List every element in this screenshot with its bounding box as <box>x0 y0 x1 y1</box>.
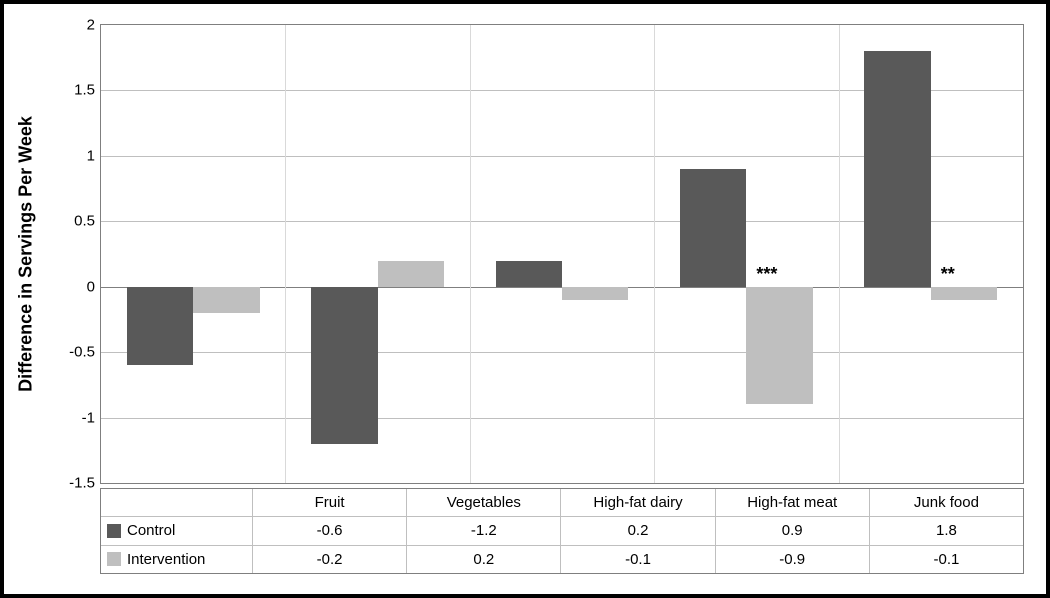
data-table: FruitVegetablesHigh-fat dairyHigh-fat me… <box>100 488 1024 574</box>
chart-inner: Difference in Servings Per Week -1.5 -1 -0… <box>18 16 1032 584</box>
bar-control-1 <box>311 287 377 444</box>
legend-cell-empty <box>101 489 252 516</box>
table-row-control: Control -0.6-1.20.20.91.8 <box>101 516 1023 544</box>
data-cell: -0.1 <box>869 546 1023 573</box>
gridline <box>101 352 1023 353</box>
bar-control-0 <box>127 287 193 366</box>
data-cell: 0.2 <box>560 517 714 544</box>
y-tick-label: -0.5 <box>69 344 101 361</box>
data-cell: -0.1 <box>560 546 714 573</box>
y-tick-label: 0 <box>87 278 101 295</box>
legend-label: Control <box>127 522 175 539</box>
bar-intervention-1 <box>378 261 444 287</box>
bar-control-4 <box>864 51 930 287</box>
y-tick-label: -1 <box>82 409 101 426</box>
y-tick-label: 2 <box>87 17 101 34</box>
gridline <box>101 418 1023 419</box>
bar-intervention-3 <box>746 287 812 405</box>
category-separator <box>654 25 655 483</box>
data-cell: -0.6 <box>252 517 406 544</box>
category-separator <box>839 25 840 483</box>
significance-marker: ** <box>941 264 955 285</box>
bar-intervention-0 <box>193 287 259 313</box>
bar-intervention-4 <box>931 287 997 300</box>
bar-control-2 <box>496 261 562 287</box>
category-separator <box>470 25 471 483</box>
data-cell: 1.8 <box>869 517 1023 544</box>
y-tick-label: 1.5 <box>74 82 101 99</box>
category-header: Fruit <box>252 489 406 516</box>
significance-marker: *** <box>756 264 777 285</box>
legend-swatch <box>107 524 121 538</box>
data-cell: -0.9 <box>715 546 869 573</box>
data-cell: -1.2 <box>406 517 560 544</box>
legend-swatch <box>107 552 121 566</box>
legend-cell-intervention: Intervention <box>101 546 252 573</box>
data-cell: 0.2 <box>406 546 560 573</box>
y-axis-label: Difference in Servings Per Week <box>16 116 37 392</box>
table-row-categories: FruitVegetablesHigh-fat dairyHigh-fat me… <box>101 488 1023 516</box>
category-separator <box>285 25 286 483</box>
y-tick-label: 0.5 <box>74 213 101 230</box>
category-header: Vegetables <box>406 489 560 516</box>
plot-wrap: Difference in Servings Per Week -1.5-1-0… <box>100 24 1024 484</box>
category-header: High-fat meat <box>715 489 869 516</box>
plot-area: -1.5-1-0.500.511.52***** <box>100 24 1024 484</box>
y-tick-label: -1.5 <box>69 475 101 492</box>
data-cell: 0.9 <box>715 517 869 544</box>
category-header: Junk food <box>869 489 1023 516</box>
bar-control-3 <box>680 169 746 287</box>
table-row-intervention: Intervention-0.20.2-0.1-0.9-0.1 <box>101 545 1023 573</box>
legend-cell-control: Control <box>101 517 252 544</box>
chart-frame: Difference in Servings Per Week -1.5 -1 -0… <box>0 0 1050 598</box>
y-tick-label: 1 <box>87 147 101 164</box>
legend-label: Intervention <box>127 551 205 568</box>
category-header: High-fat dairy <box>560 489 714 516</box>
bar-intervention-2 <box>562 287 628 300</box>
data-cell: -0.2 <box>252 546 406 573</box>
